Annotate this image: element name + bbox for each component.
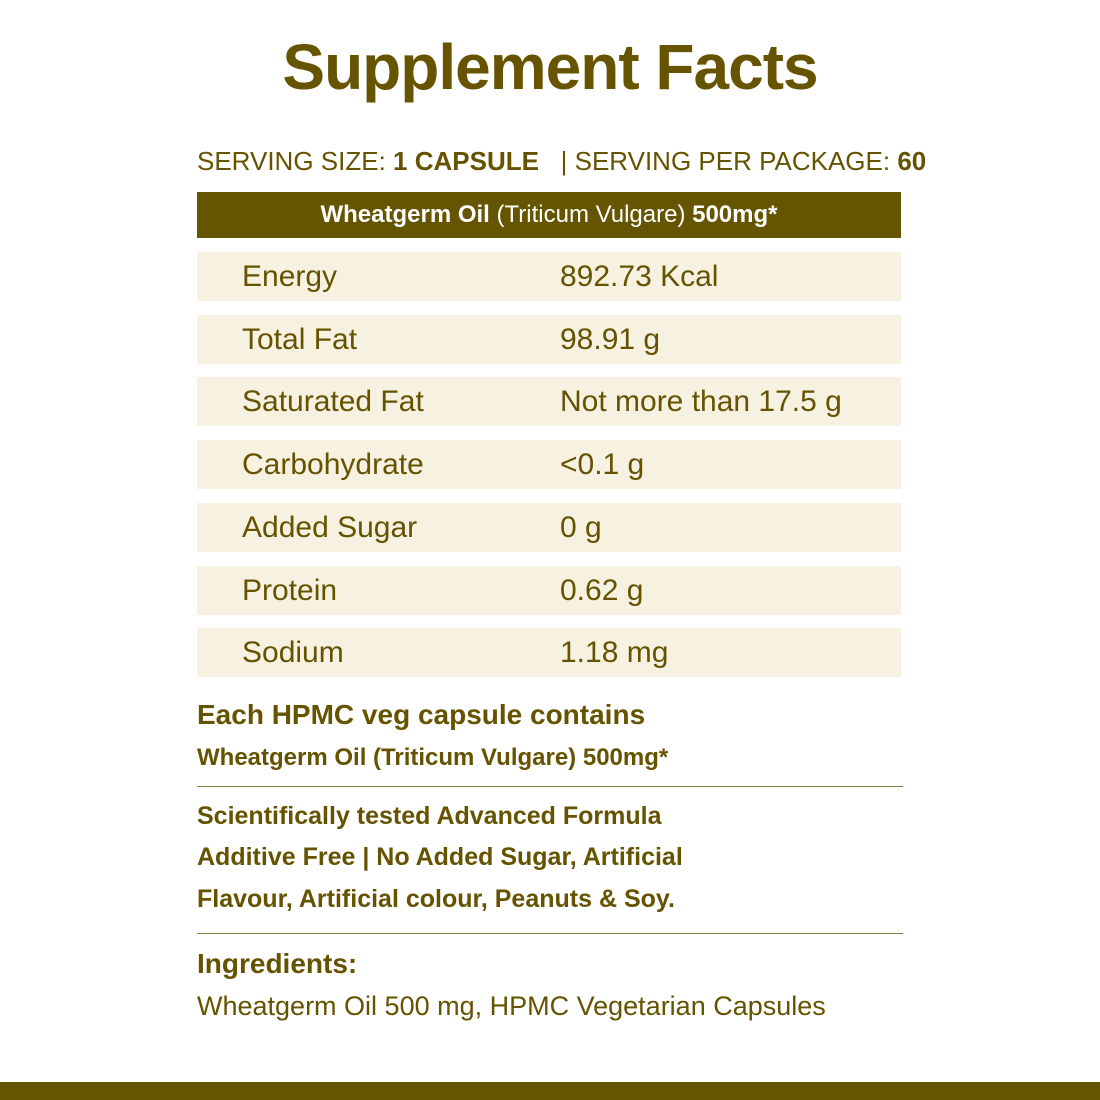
nutrient-label: Carbohydrate: [242, 448, 424, 482]
nutrient-row: Total Fat 98.91 g: [197, 314, 901, 364]
nutrient-row: Sodium 1.18 mg: [197, 628, 901, 678]
nutrient-label: Total Fat: [242, 322, 358, 356]
feature-line: Flavour, Artificial colour, Peanuts & So…: [197, 885, 675, 913]
ingredients-text: Wheatgerm Oil 500 mg, HPMC Vegetarian Ca…: [197, 991, 826, 1021]
nutrient-label: Protein: [242, 573, 338, 607]
ingredients-heading: Ingredients:: [197, 948, 358, 979]
nutrient-row: Added Sugar 0 g: [197, 502, 901, 552]
divider: [197, 933, 903, 934]
serving-per-label: SERVING PER PACKAGE:: [574, 146, 891, 176]
feature-line: Scientifically tested Advanced Formula: [197, 802, 662, 830]
nutrient-value: <0.1 g: [560, 448, 645, 482]
capsule-heading: Each HPMC veg capsule contains: [197, 699, 646, 730]
serving-size-label: SERVING SIZE:: [197, 146, 386, 176]
header-latin: (Triticum Vulgare): [496, 201, 686, 228]
serving-size-value: 1 CAPSULE: [393, 146, 539, 176]
nutrient-value: 98.91 g: [560, 322, 661, 356]
nutrient-label: Energy: [242, 260, 338, 293]
header-name: Wheatgerm Oil: [320, 201, 490, 228]
nutrient-label: Saturated Fat: [242, 385, 424, 419]
nutrient-label: Sodium: [242, 636, 344, 670]
nutrient-row: Carbohydrate <0.1 g: [197, 440, 901, 490]
header-bar: Wheatgerm Oil (Triticum Vulgare) 500mg*: [197, 192, 901, 238]
nutrient-value: Not more than 17.5 g: [560, 385, 842, 419]
page-title: Supplement Facts: [282, 31, 818, 103]
separator: |: [560, 146, 568, 176]
divider: [197, 786, 903, 787]
feature-line: Additive Free | No Added Sugar, Artifici…: [197, 843, 683, 871]
nutrient-value: 0 g: [560, 510, 602, 544]
serving-info: SERVING SIZE: 1 CAPSULE | SERVING PER PA…: [197, 146, 926, 177]
serving-per-value: 60: [897, 146, 927, 176]
capsule-content: Wheatgerm Oil (Triticum Vulgare) 500mg*: [197, 744, 669, 771]
nutrient-value: 1.18 mg: [560, 636, 669, 670]
nutrient-row: Protein 0.62 g: [197, 565, 901, 615]
bottom-bar: [0, 1082, 1100, 1100]
nutrient-value: 0.62 g: [560, 573, 644, 607]
nutrient-label: Added Sugar: [242, 510, 418, 544]
nutrient-row: Saturated Fat Not more than 17.5 g: [197, 377, 901, 427]
header-dose: 500mg*: [692, 201, 778, 228]
nutrient-value: 892.73 Kcal: [560, 260, 719, 293]
nutrient-row: Energy 892.73 Kcal: [197, 252, 901, 301]
